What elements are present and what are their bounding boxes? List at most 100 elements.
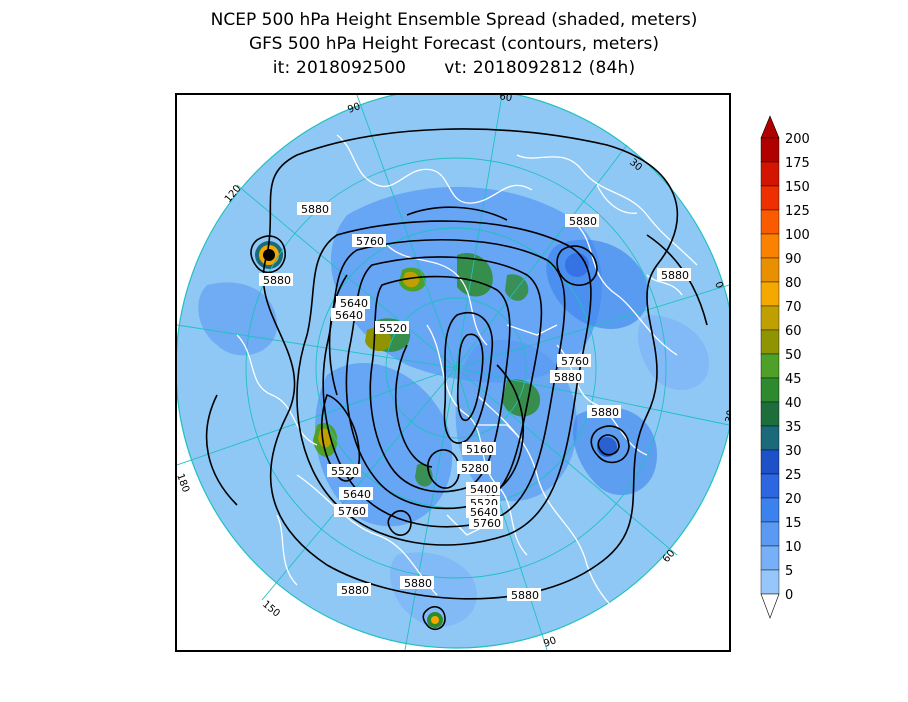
svg-text:5760: 5760	[338, 505, 366, 518]
colorbar-level-label: 80	[785, 276, 802, 291]
colorbar-level-label: 200	[785, 132, 810, 147]
svg-text:5160: 5160	[466, 443, 494, 456]
colorbar-level-label: 25	[785, 468, 802, 483]
colorbar-swatch	[760, 449, 780, 475]
svg-text:5880: 5880	[511, 589, 539, 602]
colorbar-swatch	[760, 185, 780, 211]
contour-label: 5880	[337, 583, 371, 597]
svg-text:5640: 5640	[343, 488, 371, 501]
init-time-label: it: 2018092500	[272, 58, 407, 78]
contour-label: 5640	[339, 487, 373, 501]
contour-label: 5160	[462, 442, 496, 456]
colorbar-level-label: 45	[785, 372, 802, 387]
colorbar-level-label: 90	[785, 252, 802, 267]
colorbar-swatch	[760, 425, 780, 451]
contour-label: 5880	[259, 273, 293, 287]
chart-titles: NCEP 500 hPa Height Ensemble Spread (sha…	[0, 8, 908, 80]
colorbar-swatch	[760, 161, 780, 187]
spread-region-blue	[315, 363, 453, 527]
colorbar-swatch	[760, 329, 780, 355]
svg-text:5280: 5280	[461, 462, 489, 475]
svg-text:5760: 5760	[356, 235, 384, 248]
svg-text:5880: 5880	[569, 215, 597, 228]
colorbar-swatches	[760, 115, 780, 619]
colorbar: 2001751501251009080706050454035302520151…	[760, 115, 810, 619]
contour-label: 5760	[352, 234, 386, 248]
lon-label: 0	[712, 280, 725, 290]
colorbar-level-label: 150	[785, 180, 810, 195]
colorbar-level-label: 125	[785, 204, 810, 219]
valid-time-label: vt: 2018092812 (84h)	[444, 58, 636, 78]
svg-text:5640: 5640	[340, 297, 368, 310]
title-line-3: it: 2018092500 vt: 2018092812 (84h)	[0, 56, 908, 80]
contour-label: 5880	[657, 268, 691, 282]
colorbar-level-label: 30	[785, 444, 802, 459]
colorbar-top-arrow	[760, 115, 780, 139]
colorbar-swatch	[760, 281, 780, 307]
contour-label: 5640	[336, 296, 370, 310]
title-line-2: GFS 500 hPa Height Forecast (contours, m…	[249, 34, 659, 54]
contour-label: 5880	[297, 202, 331, 216]
contour-label: 5760	[334, 504, 368, 518]
colorbar-level-label: 60	[785, 324, 802, 339]
spread-region-green	[457, 253, 493, 297]
colorbar-level-label: 15	[785, 516, 802, 531]
colorbar-level-label: 5	[785, 564, 793, 579]
colorbar-swatch	[760, 209, 780, 235]
colorbar-swatch	[760, 137, 780, 163]
svg-text:5640: 5640	[470, 506, 498, 519]
svg-text:5880: 5880	[341, 584, 369, 597]
coastlines	[236, 134, 698, 626]
colorbar-swatch	[760, 401, 780, 427]
colorbar-level-label: 10	[785, 540, 802, 555]
contour-label: 5640	[331, 308, 365, 322]
lon-label: 90	[346, 101, 362, 116]
colorbar-swatch	[760, 521, 780, 547]
lon-label: 90	[542, 635, 558, 650]
contour-label: 5400	[466, 482, 500, 496]
colorbar-labels: 2001751501251009080706050454035302520151…	[785, 132, 810, 603]
colorbar-level-label: 50	[785, 348, 802, 363]
lon-label: 150	[260, 599, 282, 620]
colorbar-level-label: 40	[785, 396, 802, 411]
svg-text:5520: 5520	[331, 465, 359, 478]
colorbar-level-label: 0	[785, 588, 793, 603]
svg-text:5400: 5400	[470, 483, 498, 496]
colorbar-swatch	[760, 569, 780, 595]
colorbar-swatch	[760, 473, 780, 499]
contour-labels: 5880 5880 5880 5880 5880 5880 5880 5880 …	[259, 202, 691, 602]
svg-text:5880: 5880	[591, 406, 619, 419]
svg-text:5640: 5640	[335, 309, 363, 322]
svg-text:5880: 5880	[301, 203, 329, 216]
colorbar-swatch	[760, 377, 780, 403]
spread-region-olive	[403, 271, 420, 288]
colorbar-swatch	[760, 233, 780, 259]
contour-label: 5880	[565, 214, 599, 228]
polar-map: 5880 5880 5880 5880 5880 5880 5880 5880 …	[177, 95, 729, 650]
contour-label: 5280	[457, 461, 491, 475]
contour-label: 5880	[507, 588, 541, 602]
colorbar-swatch	[760, 305, 780, 331]
map-frame: 5880 5880 5880 5880 5880 5880 5880 5880 …	[175, 93, 731, 652]
colorbar-level-label: 70	[785, 300, 802, 315]
title-line-1: NCEP 500 hPa Height Ensemble Spread (sha…	[210, 10, 698, 30]
colorbar-level-label: 175	[785, 156, 810, 171]
colorbar-swatch	[760, 497, 780, 523]
svg-text:5880: 5880	[661, 269, 689, 282]
contour-label: 5880	[550, 370, 584, 384]
contour-label: 5520	[375, 321, 409, 335]
colorbar-level-label: 20	[785, 492, 802, 507]
spread-region-blue	[389, 552, 477, 627]
svg-text:5760: 5760	[473, 517, 501, 530]
colorbar-swatch	[760, 353, 780, 379]
lon-label: 60	[498, 95, 512, 104]
colorbar-swatch	[760, 545, 780, 571]
lon-label: 30	[724, 409, 729, 423]
contour-label: 5640	[466, 505, 500, 519]
lon-label: 180	[177, 472, 191, 494]
contour-label: 5760	[469, 516, 503, 530]
contour-label: 5760	[557, 354, 591, 368]
colorbar-level-label: 100	[785, 228, 810, 243]
colorbar-level-label: 35	[785, 420, 802, 435]
svg-text:5880: 5880	[404, 577, 432, 590]
